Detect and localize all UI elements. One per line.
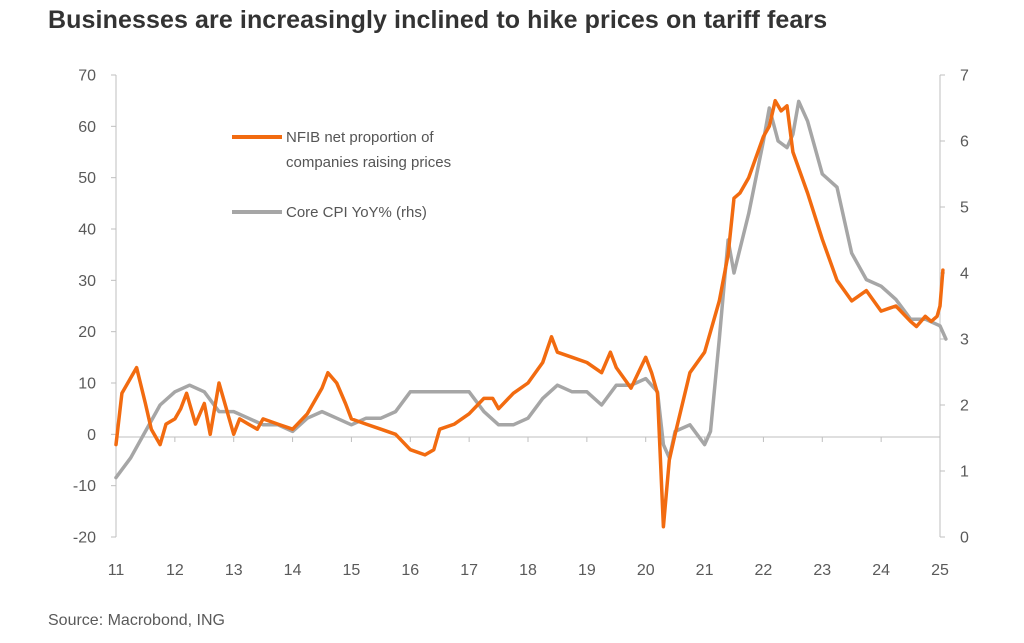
y-left-tick-label: -10 (73, 478, 96, 495)
y-left-tick-label: 10 (78, 376, 96, 393)
x-tick-label: 19 (578, 562, 596, 579)
x-tick-label: 12 (166, 562, 184, 579)
y-left-tick-label: 40 (78, 222, 96, 239)
y-right-tick-label: 1 (960, 464, 969, 481)
x-tick-label: 21 (696, 562, 714, 579)
chart-series (114, 98, 948, 529)
y-right-tick-label: 0 (960, 530, 969, 547)
x-tick-label: 15 (343, 562, 361, 579)
chart-legend: NFIB net proportion of companies raising … (232, 129, 451, 221)
x-tick-label: 23 (813, 562, 831, 579)
y-left-tick-label: 60 (78, 119, 96, 136)
legend-label-nfib-line1: NFIB net proportion of (286, 129, 434, 146)
chart-title: Businesses are increasingly inclined to … (48, 6, 828, 34)
x-tick-label: 24 (872, 562, 890, 579)
y-right-tick-label: 7 (960, 68, 969, 85)
x-tick-label: 18 (519, 562, 537, 579)
x-tick-label: 25 (931, 562, 949, 579)
x-tick-label: 13 (225, 562, 243, 579)
y-left-tick-label: 70 (78, 68, 96, 85)
x-tick-label: 14 (284, 562, 302, 579)
legend-label-cpi: Core CPI YoY% (rhs) (286, 204, 427, 221)
x-tick-label: 17 (460, 562, 478, 579)
legend-label-nfib-line2: companies raising prices (286, 154, 451, 171)
y-right-tick-label: 3 (960, 332, 969, 349)
x-tick-label: 20 (637, 562, 655, 579)
nfib-series-line (114, 98, 945, 529)
y-left-tick-label: 20 (78, 324, 96, 341)
y-right-tick-label: 2 (960, 398, 969, 415)
y-left-tick-label: 0 (87, 427, 96, 444)
x-tick-label: 11 (108, 562, 125, 579)
y-right-tick-label: 4 (960, 266, 969, 283)
y-right-tick-label: 5 (960, 200, 969, 217)
y-right-tick-label: 6 (960, 134, 969, 151)
y-left-tick-label: 50 (78, 170, 96, 187)
x-tick-label: 22 (755, 562, 773, 579)
core-cpi-series-line (114, 99, 948, 480)
source-note: Source: Macrobond, ING (48, 612, 225, 629)
y-left-tick-label: -20 (73, 530, 96, 547)
y-left-tick-label: 30 (78, 273, 96, 290)
x-tick-label: 16 (401, 562, 419, 579)
